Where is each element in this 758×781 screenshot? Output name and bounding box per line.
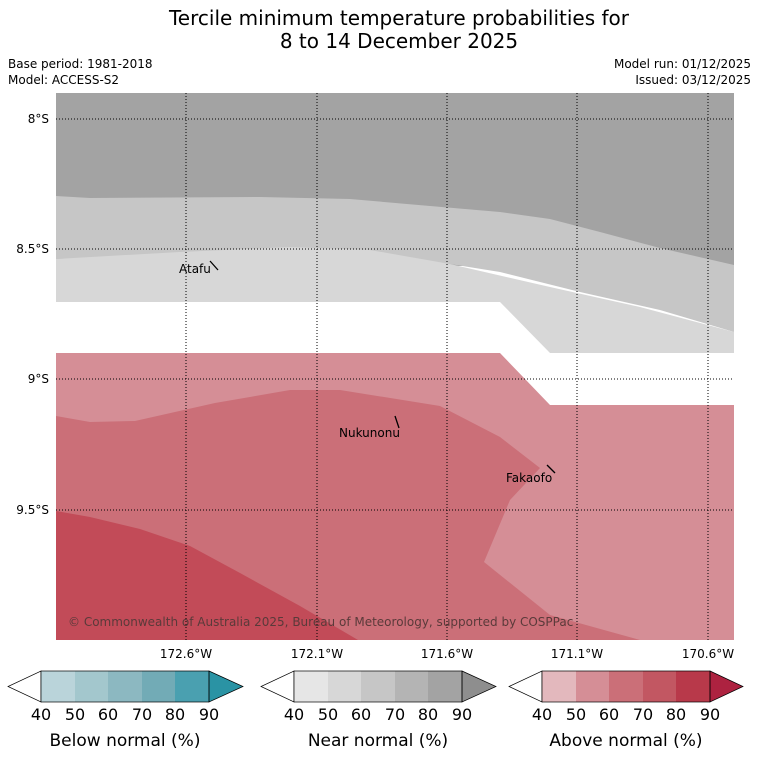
cb-near-tick-40: 40 <box>283 705 305 724</box>
colorbar-near-normal-frame <box>293 670 463 703</box>
nukunonu-atoll-shape <box>394 415 400 429</box>
colorbar-above-normal-cell-50 <box>576 671 609 702</box>
issued-date: Issued: 03/12/2025 <box>635 73 751 87</box>
colorbar-below-normal-cell-40 <box>41 671 75 702</box>
cb-near-tick-60: 60 <box>350 705 372 724</box>
colorbar-below-normal-cell-80 <box>175 671 209 702</box>
cb-near-tick-80: 80 <box>417 705 439 724</box>
colorbar-below-normal-cell-50 <box>75 671 108 702</box>
above-normal-80-region <box>56 511 358 640</box>
cb-above-tick-70: 70 <box>632 705 654 724</box>
colorbar-above-normal-arrow-right <box>709 670 744 703</box>
copyright-notice: © Commonwealth of Australia 2025, Bureau… <box>68 615 573 629</box>
cb-below-tick-50: 50 <box>64 705 86 724</box>
cb-above-tick-40: 40 <box>531 705 553 724</box>
cb-near-label: Near normal (%) <box>307 731 449 751</box>
place-atafu: Atafu <box>179 262 211 276</box>
colorbar-near-normal-cell-80 <box>428 671 462 702</box>
colorbar-below-normal-frame <box>40 670 210 703</box>
model-run: Model run: 01/12/2025 <box>613 57 751 71</box>
model-name: Model: ACCESS-S2 <box>8 73 120 87</box>
colorbar-below-normal-arrow-left <box>7 670 42 703</box>
base-period: Base period: 1981-2018 <box>8 57 153 71</box>
lon-label-170-6w: 170.6°W <box>682 647 734 661</box>
gridlines <box>56 93 734 640</box>
colorbar-near-normal-cell-60 <box>361 671 395 702</box>
near-normal-70-region <box>56 196 734 332</box>
colorbar-above-normal <box>508 670 744 703</box>
fakaofo-atoll-shape <box>546 464 556 474</box>
cb-below-tick-60: 60 <box>97 705 119 724</box>
lat-label-8s: 8°S <box>28 112 49 126</box>
colorbar-near-normal-arrow-right <box>461 670 497 703</box>
colorbar-below-normal-cell-70 <box>142 671 175 702</box>
lat-label-8-5s: 8.5°S <box>16 242 49 256</box>
colorbar-below-normal <box>7 670 244 703</box>
colorbar-near-normal-cell-70 <box>395 671 428 702</box>
lon-label-171-6w: 171.6°W <box>421 647 473 661</box>
title-line-2: 8 to 14 December 2025 <box>279 29 519 53</box>
place-nukunonu: Nukunonu <box>339 426 400 440</box>
cb-near-tick-70: 70 <box>384 705 406 724</box>
colorbar-above-normal-cell-60 <box>609 671 643 702</box>
cb-above-tick-90: 90 <box>699 705 721 724</box>
colorbar-near-normal-cell-40 <box>294 671 328 702</box>
lat-label-9s: 9°S <box>28 372 49 386</box>
cb-below-tick-70: 70 <box>131 705 153 724</box>
near-normal-60-region <box>56 247 734 353</box>
colorbar-above-normal-cell-40 <box>542 671 576 702</box>
place-fakaofo: Fakaofo <box>506 471 552 485</box>
atafu-atoll-shape <box>209 260 219 271</box>
colorbar-near-normal-cell-50 <box>328 671 361 702</box>
colorbar-below-normal-arrow-right <box>208 670 244 703</box>
lon-label-172-6w: 172.6°W <box>160 647 212 661</box>
colorbar-above-normal-arrow-left <box>508 670 543 703</box>
cb-near-tick-50: 50 <box>317 705 339 724</box>
lat-label-9-5s: 9.5°S <box>16 503 49 517</box>
colorbar-near-normal-arrow-left <box>260 670 295 703</box>
colorbar-above-normal-frame <box>541 670 711 703</box>
cb-above-label: Above normal (%) <box>549 731 703 751</box>
lon-label-172-1w: 172.1°W <box>291 647 343 661</box>
colorbar-near-normal <box>260 670 497 703</box>
cb-below-tick-80: 80 <box>164 705 186 724</box>
cb-near-tick-90: 90 <box>451 705 473 724</box>
cb-below-tick-90: 90 <box>198 705 220 724</box>
cb-below-tick-40: 40 <box>30 705 52 724</box>
title-line-1: Tercile minimum temperature probabilitie… <box>168 6 630 30</box>
colorbar-below-normal-cell-60 <box>108 671 142 702</box>
colorbar-above-normal-cell-70 <box>643 671 676 702</box>
cb-above-tick-50: 50 <box>565 705 587 724</box>
cb-below-label: Below normal (%) <box>49 731 201 751</box>
lon-label-171-1w: 171.1°W <box>551 647 603 661</box>
cb-above-tick-60: 60 <box>598 705 620 724</box>
cb-above-tick-80: 80 <box>665 705 687 724</box>
colorbar-above-normal-cell-80 <box>676 671 710 702</box>
